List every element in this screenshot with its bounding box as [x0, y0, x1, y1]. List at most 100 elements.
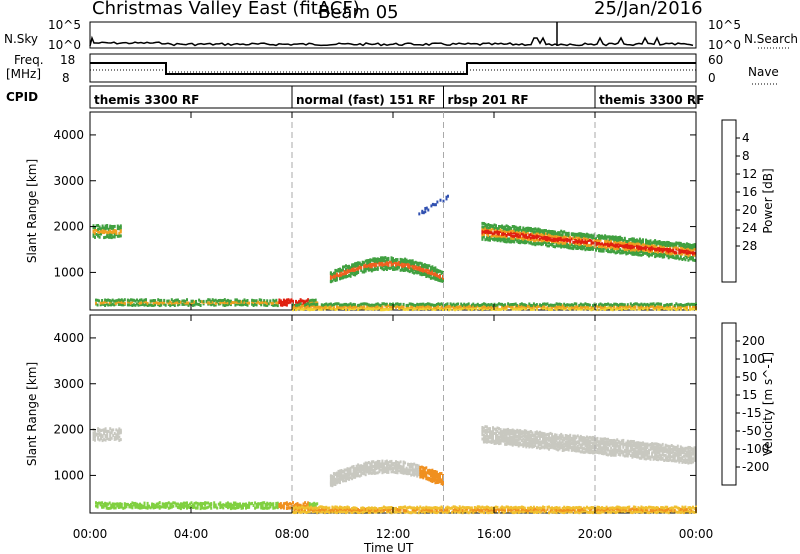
heatmap-cell [425, 265, 428, 269]
heatmap-cell [561, 434, 564, 438]
heatmap-cell [582, 450, 585, 454]
heatmap-cell [357, 468, 360, 472]
heatmap-cell [616, 239, 619, 243]
heatmap-cell [605, 237, 608, 241]
heatmap-cell [525, 303, 528, 307]
heatmap-cell [517, 438, 520, 442]
heatmap-cell [364, 464, 367, 468]
heatmap-cell [167, 501, 170, 505]
heatmap-cell [584, 306, 587, 310]
heatmap-cell [572, 508, 575, 512]
heatmap-cell [505, 240, 508, 244]
heatmap-cell [134, 504, 137, 508]
heatmap-cell [399, 263, 402, 267]
heatmap-cell [605, 240, 608, 244]
heatmap-cell [239, 299, 241, 303]
heatmap-cell [635, 252, 638, 256]
heatmap-cell [507, 439, 510, 443]
heatmap-cell [638, 441, 641, 445]
heatmap-cell [664, 505, 667, 509]
heatmap-cell [669, 306, 672, 310]
heatmap-cell [435, 481, 438, 484]
heatmap-cell [484, 302, 487, 306]
heatmap-cell [605, 509, 608, 513]
heatmap-cell [172, 504, 175, 508]
heatmap-cell [481, 231, 484, 235]
heatmap-cell [106, 226, 109, 230]
heatmap-cell [152, 301, 155, 305]
heatmap-cell [94, 435, 96, 439]
heatmap-cell [595, 237, 597, 240]
heatmap-cell [370, 265, 373, 269]
heatmap-cell [554, 439, 557, 443]
heatmap-cell [605, 507, 608, 511]
heatmap-cell [112, 228, 115, 232]
heatmap-cell [660, 252, 663, 256]
heatmap-cell [646, 308, 649, 312]
heatmap-cell [564, 244, 567, 248]
heatmap-cell [370, 465, 373, 469]
heatmap-cell [311, 304, 314, 308]
heatmap-cell [640, 505, 643, 509]
heatmap-cell [534, 232, 537, 236]
heatmap-cell [672, 254, 675, 258]
heatmap-cell [97, 437, 100, 441]
heatmap-cell [279, 504, 282, 508]
heatmap-cell [602, 249, 605, 253]
heatmap-cell [564, 440, 567, 444]
heatmap-cell [346, 467, 349, 471]
heatmap-cell [620, 449, 623, 453]
heatmap-cell [482, 227, 485, 231]
heatmap-cell [435, 272, 438, 276]
heatmap-cell [360, 470, 363, 474]
heatmap-cell [540, 442, 543, 446]
heatmap-cell [545, 509, 547, 513]
heatmap-cell [569, 438, 572, 442]
heatmap-cell [582, 240, 585, 244]
heatmap-cell [649, 442, 652, 446]
heatmap-cell [410, 473, 413, 477]
heatmap-cell [357, 466, 360, 470]
heatmap-cell [569, 239, 572, 243]
heatmap-cell [584, 302, 587, 306]
heatmap-cell [345, 267, 347, 271]
heatmap-cell [422, 506, 425, 510]
heatmap-cell [478, 304, 481, 307]
heatmap-cell [599, 506, 602, 510]
heatmap-cell [114, 302, 117, 305]
heatmap-cell [514, 439, 517, 443]
heatmap-cell [682, 256, 685, 260]
heatmap-cell [623, 506, 626, 510]
heatmap-cell [628, 251, 631, 254]
heatmap-cell [201, 502, 204, 506]
heatmap-cell [129, 502, 132, 506]
heatmap-cell [504, 442, 507, 446]
heatmap-cell [532, 239, 535, 243]
heatmap-cell [693, 258, 696, 262]
heatmap-cell [617, 439, 620, 443]
heatmap-cell [567, 231, 570, 235]
heatmap-cell [549, 431, 552, 435]
heatmap-cell [389, 307, 391, 311]
heatmap-cell [626, 240, 629, 243]
heatmap-cell [266, 302, 269, 305]
heatmap-cell [523, 441, 526, 445]
heatmap-cell [423, 306, 426, 310]
heatmap-cell [585, 438, 588, 442]
heatmap-cell [340, 475, 343, 479]
heatmap-cell [254, 302, 257, 306]
heatmap-cell [551, 232, 554, 236]
heatmap-cell [510, 234, 513, 238]
heatmap-cell [408, 306, 411, 310]
heatmap-cell [446, 505, 449, 509]
heatmap-cell [693, 247, 696, 251]
heatmap-cell [660, 506, 663, 510]
heatmap-cell [423, 470, 426, 474]
heatmap-cell [304, 506, 307, 510]
heatmap-cell [651, 251, 654, 255]
heatmap-cell [607, 510, 610, 514]
heatmap-cell [407, 506, 410, 510]
heatmap-cell [582, 245, 585, 249]
heatmap-cell [405, 307, 408, 311]
heatmap-cell [360, 466, 363, 469]
